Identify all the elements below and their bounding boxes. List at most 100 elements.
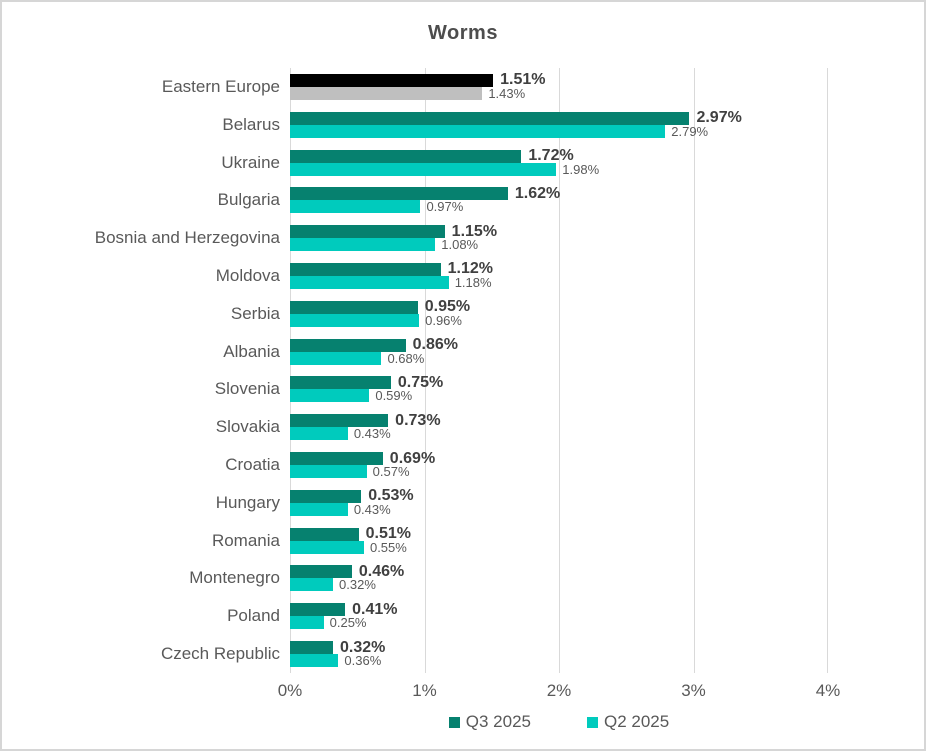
value-label: 0.46% <box>358 562 405 580</box>
bar-q3-2025[interactable] <box>290 414 389 428</box>
value-label: 0.53% <box>368 487 414 505</box>
bar-line: 0.32% <box>290 638 828 656</box>
bar-line: 1.98% <box>290 161 828 177</box>
bar-line: 1.12% <box>290 261 828 277</box>
value-label: 0.69% <box>389 449 436 467</box>
bar-row: 0.69% 0.57% <box>290 446 828 484</box>
bar-q3-2025[interactable] <box>290 149 522 163</box>
bar-q2-2025[interactable] <box>290 238 436 252</box>
bar-rows: 1.51% 1.43% 2.97% 2.79% 1.72% 1.98% 1.62% 0.97%… <box>290 68 828 673</box>
category-label: Serbia <box>230 303 280 323</box>
value-label: 0.32% <box>340 638 386 656</box>
bar-line: 0.25% <box>290 616 828 630</box>
bar-q3-2025[interactable] <box>290 603 346 617</box>
bar-line: 0.43% <box>290 426 828 442</box>
chart-title: Worms <box>428 22 498 44</box>
bar-q3-2025[interactable] <box>290 565 352 579</box>
bar-line: 2.79% <box>290 124 828 138</box>
value-label: 0.43% <box>353 426 391 442</box>
value-label: 0.73% <box>395 411 441 429</box>
bar-line: 0.86% <box>290 337 828 353</box>
value-label: 0.41% <box>352 600 398 618</box>
value-label: 0.55% <box>369 539 407 555</box>
x-tick-label: 3% <box>681 681 706 700</box>
bar-q2-2025[interactable] <box>290 389 370 403</box>
category-label: Eastern Europe <box>161 76 280 96</box>
bar-line: 1.18% <box>290 275 828 289</box>
category-label: Albania <box>223 341 280 361</box>
x-tick-label: 4% <box>815 681 841 700</box>
value-label: 0.96% <box>425 312 462 328</box>
value-label: 0.43% <box>353 501 391 517</box>
bar-line: 0.46% <box>290 562 828 580</box>
value-label: 0.59% <box>375 388 413 404</box>
legend-label: Q3 2025 <box>465 712 531 731</box>
category-label: Montenegro <box>189 568 280 588</box>
legend-item-q3-2025[interactable]: Q3 2025 <box>448 712 531 732</box>
category-label: Bosnia and Herzegovina <box>94 228 280 248</box>
x-tick-label: 2% <box>546 681 572 700</box>
bar-row: 1.12% 1.18% <box>290 257 828 295</box>
value-label: 0.32% <box>339 577 376 593</box>
bar-q2-2025[interactable] <box>290 124 666 138</box>
category-label: Bulgaria <box>217 190 280 210</box>
bar-q3-2025[interactable] <box>290 73 494 87</box>
value-label: 1.72% <box>528 147 574 165</box>
category-label: Hungary <box>215 492 280 512</box>
bar-q2-2025[interactable] <box>290 465 367 479</box>
bar-q2-2025[interactable] <box>290 654 339 668</box>
category-label: Croatia <box>225 455 280 475</box>
x-tick-label: 0% <box>277 681 303 700</box>
category-label: Romania <box>211 530 280 550</box>
value-label: 1.98% <box>562 161 600 177</box>
bar-q3-2025[interactable] <box>290 225 445 239</box>
bar-q3-2025[interactable] <box>290 489 362 503</box>
value-label: 1.08% <box>441 237 479 253</box>
bar-row: 1.51% 1.43% <box>290 68 828 106</box>
bar-q2-2025[interactable] <box>290 86 483 100</box>
bar-line: 0.53% <box>290 487 828 505</box>
value-label: 1.43% <box>488 85 526 101</box>
bar-line: 0.32% <box>290 577 828 593</box>
bar-q3-2025[interactable] <box>290 300 418 314</box>
bar-q2-2025[interactable] <box>290 200 421 214</box>
category-label: Slovenia <box>214 379 280 399</box>
bar-q3-2025[interactable] <box>290 376 391 390</box>
gridline-3% <box>693 68 695 673</box>
legend-swatch-icon <box>448 716 460 728</box>
bar-line: 0.57% <box>290 464 828 480</box>
bar-row: 0.51% 0.55% <box>290 522 828 560</box>
bar-q2-2025[interactable] <box>290 540 364 554</box>
bar-q3-2025[interactable] <box>290 452 383 466</box>
value-label: 1.51% <box>500 71 546 89</box>
legend-item-q2-2025[interactable]: Q2 2025 <box>587 712 669 732</box>
bar-q3-2025[interactable] <box>290 187 508 201</box>
legend-swatch-icon <box>587 716 598 728</box>
bar-line: 0.59% <box>290 388 828 404</box>
bar-q2-2025[interactable] <box>290 351 382 365</box>
value-label: 0.75% <box>397 373 444 391</box>
plot-area: 1.51% 1.43% 2.97% 2.79% 1.72% 1.98% 1.62% 0.97%… <box>290 68 828 673</box>
bar-q2-2025[interactable] <box>290 616 324 630</box>
bar-row: 1.72% 1.98% <box>290 144 828 182</box>
bar-q3-2025[interactable] <box>290 527 359 541</box>
value-label: 0.57% <box>372 464 410 480</box>
bar-q2-2025[interactable] <box>290 313 420 327</box>
bar-q2-2025[interactable] <box>290 162 557 176</box>
bar-q2-2025[interactable] <box>290 275 449 289</box>
bar-row: 1.15% 1.08% <box>290 219 828 257</box>
value-label: 0.97% <box>426 199 464 215</box>
bar-line: 1.62% <box>290 185 828 201</box>
bar-line: 0.69% <box>290 449 828 467</box>
bar-q3-2025[interactable] <box>290 338 406 352</box>
value-label: 0.51% <box>365 525 411 543</box>
bar-q2-2025[interactable] <box>290 578 334 592</box>
bar-q2-2025[interactable] <box>290 502 348 516</box>
legend: Q3 2025 Q2 2025 <box>290 712 828 732</box>
bar-row: 2.97% 2.79% <box>290 106 828 144</box>
bar-q3-2025[interactable] <box>290 262 441 276</box>
bar-row: 0.46% 0.32% <box>290 560 828 598</box>
bar-q2-2025[interactable] <box>290 427 348 441</box>
bar-q3-2025[interactable] <box>290 641 334 655</box>
bar-q3-2025[interactable] <box>290 111 690 125</box>
